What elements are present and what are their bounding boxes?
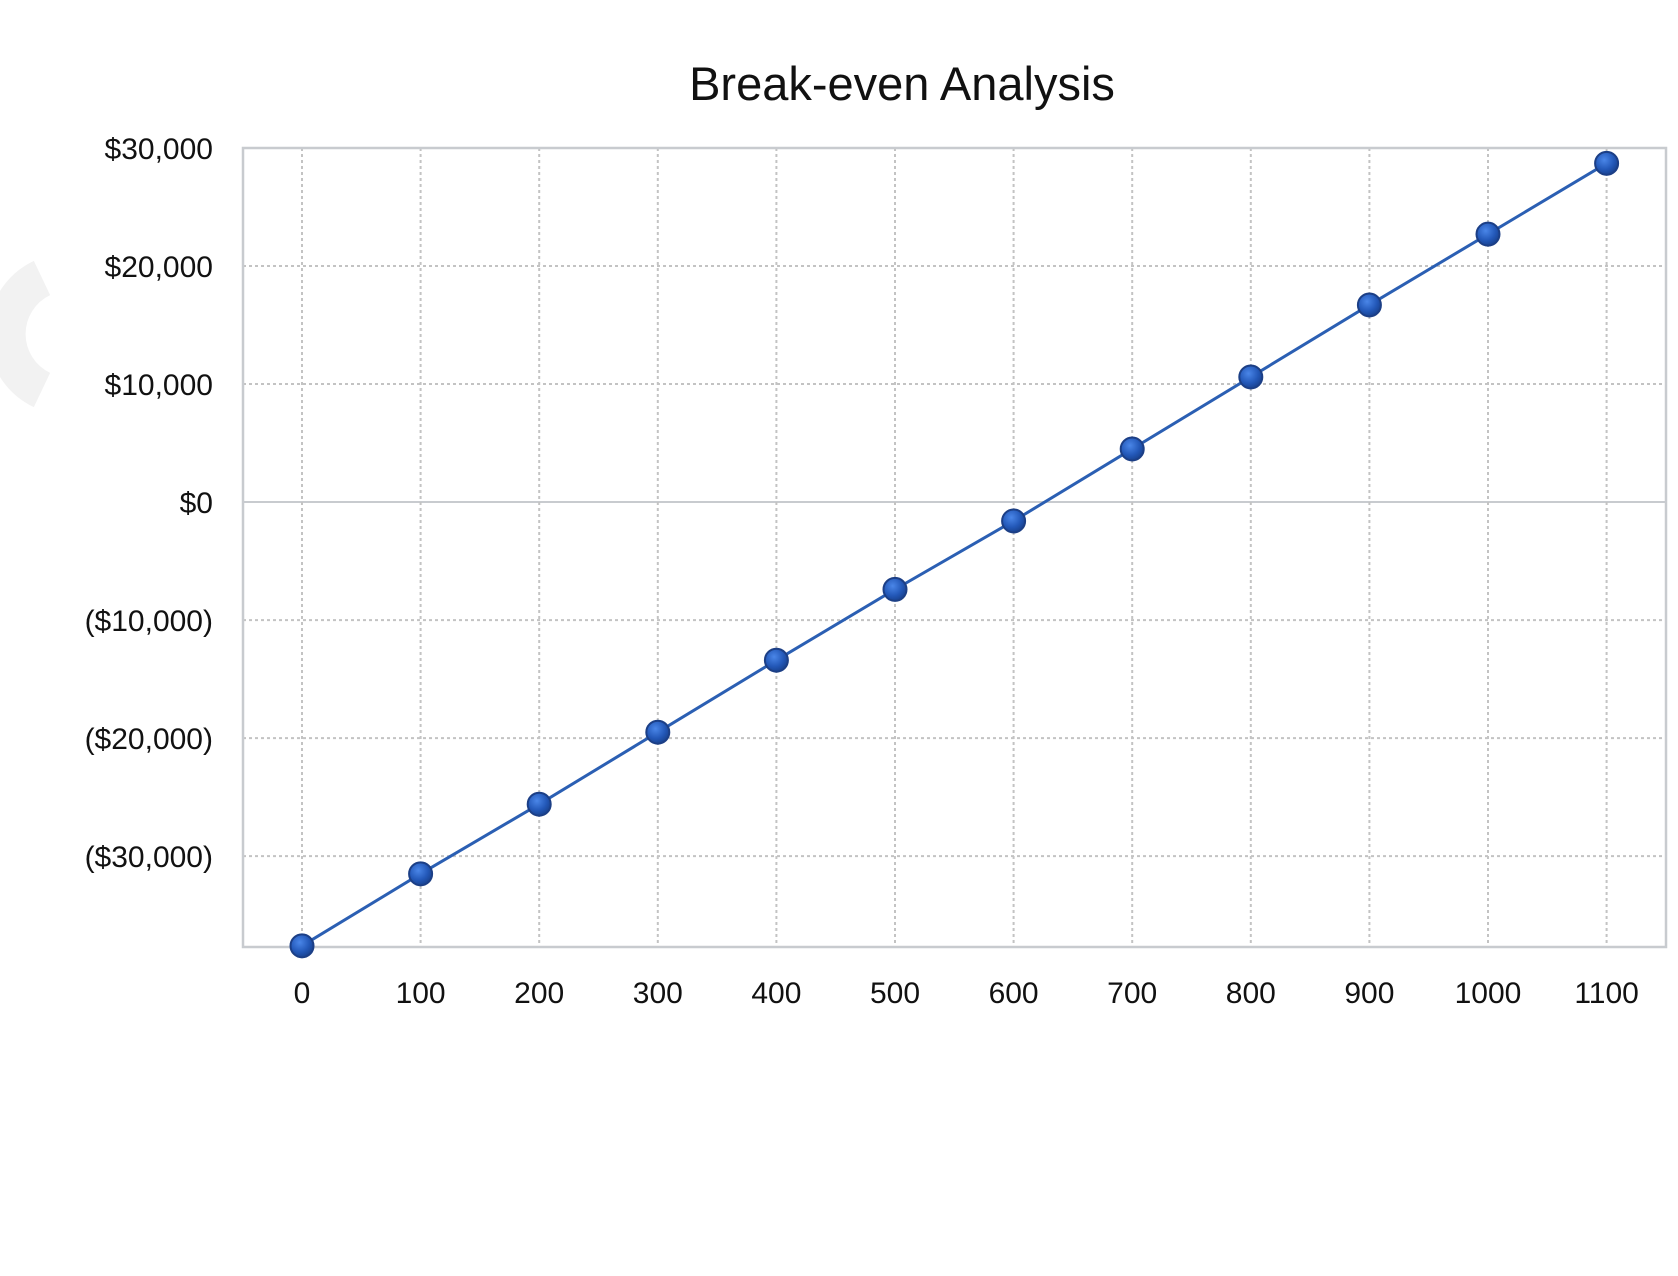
x-tick-label: 900	[1344, 977, 1394, 1010]
data-point	[763, 647, 789, 673]
x-tick-label: 400	[751, 977, 801, 1010]
data-point	[882, 576, 908, 602]
x-tick-label: 100	[396, 977, 446, 1010]
series-line	[301, 162, 1608, 948]
data-point	[289, 933, 315, 959]
y-tick-label: $10,000	[105, 369, 213, 402]
y-axis-tick-labels: $30,000 $20,000 $10,000 $0 ($10,000) ($20,000…	[85, 133, 213, 874]
data-point	[1119, 436, 1145, 462]
y-tick-label: $0	[180, 487, 213, 520]
x-tick-label: 0	[294, 977, 311, 1010]
x-tick-label: 1100	[1574, 977, 1639, 1010]
y-tick-label: ($10,000)	[85, 605, 213, 638]
data-point	[1238, 364, 1264, 390]
x-tick-label: 1000	[1455, 977, 1522, 1010]
data-point	[526, 791, 552, 817]
grid-layer	[243, 147, 1666, 947]
x-tick-label: 600	[989, 977, 1039, 1010]
x-tick-label: 800	[1226, 977, 1276, 1010]
x-tick-label: 700	[1107, 977, 1157, 1010]
data-point	[1475, 221, 1501, 247]
data-point	[1001, 508, 1027, 534]
y-tick-label: $30,000	[105, 133, 213, 166]
y-tick-label: ($20,000)	[85, 723, 213, 756]
data-point	[408, 861, 434, 887]
plot-area-frame	[241, 146, 1668, 949]
data-point	[1594, 150, 1620, 176]
y-tick-label: $20,000	[105, 251, 213, 284]
chart-title: Break-even Analysis	[689, 57, 1115, 110]
x-axis-tick-labels: 0 100 200 300 400 500 600 700 800 900 1000 1100	[294, 977, 1639, 1010]
data-point	[645, 719, 671, 745]
background-watermark-arc	[0, 260, 51, 408]
x-tick-label: 200	[514, 977, 564, 1010]
series-layer	[289, 150, 1620, 959]
x-tick-label: 300	[633, 977, 683, 1010]
y-tick-label: ($30,000)	[85, 841, 213, 874]
data-point	[1356, 292, 1382, 318]
x-tick-label: 500	[870, 977, 920, 1010]
